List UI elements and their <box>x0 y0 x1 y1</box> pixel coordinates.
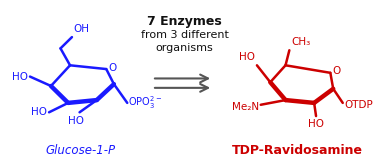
Text: HO: HO <box>31 107 47 117</box>
Text: 7 Enzymes: 7 Enzymes <box>147 16 222 28</box>
Text: Glucose-1-P: Glucose-1-P <box>45 144 116 157</box>
Text: OH: OH <box>74 24 90 34</box>
Text: from 3 different: from 3 different <box>141 30 228 40</box>
Text: OTDP: OTDP <box>345 100 373 110</box>
Text: HO: HO <box>12 72 28 82</box>
Text: organisms: organisms <box>156 43 213 53</box>
Text: O: O <box>108 63 116 73</box>
Text: TDP-Ravidosamine: TDP-Ravidosamine <box>231 144 363 157</box>
Text: O: O <box>332 66 341 76</box>
Text: HO: HO <box>239 52 255 63</box>
Text: Me₂N: Me₂N <box>232 102 259 112</box>
Text: HO: HO <box>68 116 84 126</box>
Text: HO: HO <box>308 119 324 129</box>
Text: CH₃: CH₃ <box>291 36 310 47</box>
Text: OPO$_3^{2-}$: OPO$_3^{2-}$ <box>128 95 162 111</box>
